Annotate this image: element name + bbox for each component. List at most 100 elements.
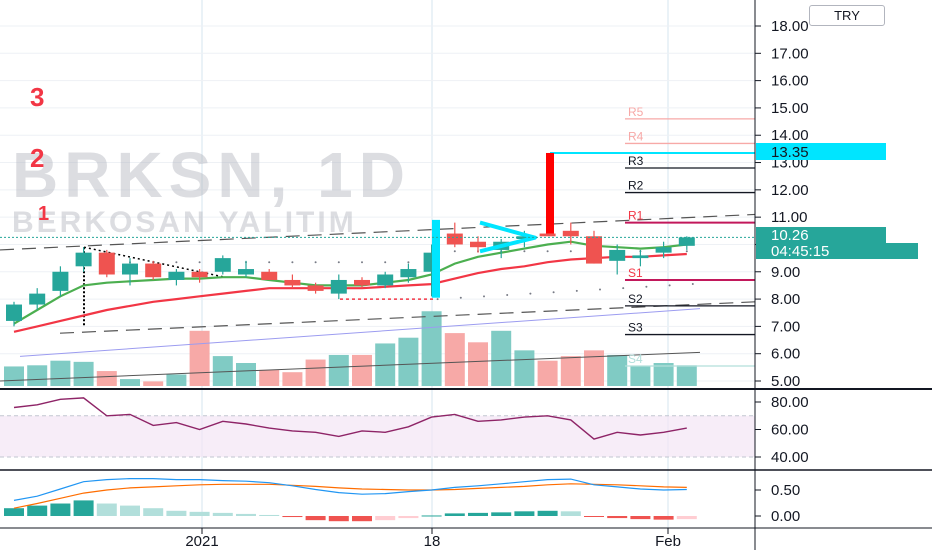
currency-button[interactable]: TRY bbox=[809, 5, 885, 26]
candle[interactable] bbox=[284, 274, 301, 289]
candle[interactable] bbox=[29, 288, 46, 310]
candle[interactable] bbox=[632, 249, 649, 267]
volume-bar bbox=[491, 330, 512, 386]
candle[interactable] bbox=[586, 230, 602, 264]
macd-histogram-bar bbox=[143, 508, 164, 516]
rsi-tick-label: 80.00 bbox=[771, 394, 809, 411]
candle-body bbox=[307, 285, 324, 291]
macd-histogram-bar bbox=[630, 516, 651, 520]
candle[interactable] bbox=[214, 255, 231, 275]
pivot-dot bbox=[506, 293, 509, 296]
wave-label-3: 3 bbox=[30, 82, 44, 112]
candle[interactable] bbox=[98, 249, 115, 278]
volume-bar bbox=[398, 337, 419, 386]
channel-upper-line bbox=[0, 213, 756, 251]
candle[interactable] bbox=[238, 260, 254, 278]
macd-histogram-bar bbox=[514, 511, 535, 516]
price-tick-label: 14.00 bbox=[771, 127, 809, 144]
candle[interactable] bbox=[75, 247, 92, 272]
price-tick-label: 16.00 bbox=[771, 73, 809, 90]
candle-body bbox=[330, 279, 347, 294]
candle-body bbox=[400, 269, 417, 278]
candle-body bbox=[354, 279, 370, 286]
pivot-dot bbox=[459, 296, 462, 299]
pivot-label-r1: R1 bbox=[628, 209, 644, 223]
candle[interactable] bbox=[122, 258, 138, 286]
volume-bar bbox=[328, 354, 349, 386]
volume-bar bbox=[189, 330, 210, 386]
pivot-dot bbox=[529, 292, 532, 295]
pivot-dot bbox=[685, 250, 688, 253]
volume-bar bbox=[421, 311, 442, 386]
candle[interactable] bbox=[307, 282, 324, 294]
candle[interactable] bbox=[609, 244, 626, 275]
symbol-watermark: BRKSN, 1D bbox=[12, 139, 411, 211]
rsi-line bbox=[13, 397, 687, 440]
macd-histogram-bar bbox=[444, 513, 465, 516]
macd-histogram-bar bbox=[305, 516, 326, 521]
countdown-label: 04:45:15 bbox=[771, 243, 829, 260]
pivot-dot bbox=[291, 261, 294, 264]
macd-histogram-bar bbox=[50, 503, 71, 516]
candle[interactable] bbox=[539, 233, 556, 237]
volume-bar bbox=[514, 350, 535, 386]
candle[interactable] bbox=[655, 241, 672, 259]
time-tick-label: 18 bbox=[424, 533, 441, 550]
candle-body bbox=[98, 252, 115, 275]
pivot-dot bbox=[198, 261, 201, 264]
candle-body bbox=[586, 236, 602, 264]
volume-bar bbox=[166, 374, 187, 386]
pivot-dot bbox=[552, 291, 555, 294]
candle[interactable] bbox=[6, 301, 22, 327]
candle-body bbox=[75, 252, 92, 267]
last-price-tag: 10.26 04:45:15 bbox=[756, 227, 918, 260]
price-tick-label: 8.00 bbox=[771, 291, 800, 308]
candle-body bbox=[168, 271, 185, 280]
candle[interactable] bbox=[145, 260, 162, 280]
pivot-dot bbox=[569, 250, 572, 253]
candle-body bbox=[609, 249, 626, 261]
candle[interactable] bbox=[168, 269, 185, 286]
price-tick-label: 15.00 bbox=[771, 100, 809, 117]
company-watermark: BERKOSAN YALITIM bbox=[12, 206, 357, 239]
volume-bar bbox=[27, 365, 48, 386]
candle[interactable] bbox=[678, 236, 695, 250]
candle[interactable] bbox=[330, 274, 347, 300]
pivot-label-r5: R5 bbox=[628, 105, 644, 119]
pivot-dot bbox=[453, 250, 456, 253]
volume-bar bbox=[282, 372, 303, 386]
candle[interactable] bbox=[191, 269, 208, 283]
candle[interactable] bbox=[377, 271, 394, 289]
ema-slow-line bbox=[13, 252, 687, 333]
rsi-band bbox=[0, 415, 755, 457]
pivot-label-r3: R3 bbox=[628, 154, 644, 168]
ema-layer bbox=[13, 240, 687, 333]
time-tick-label: 2021 bbox=[185, 533, 218, 550]
candle[interactable] bbox=[400, 263, 417, 283]
high-price-label: 13.35 bbox=[771, 144, 809, 161]
annotation-layer bbox=[0, 151, 755, 298]
candle-layer[interactable] bbox=[6, 222, 695, 327]
candle[interactable] bbox=[261, 269, 278, 280]
macd-histogram-bar bbox=[352, 516, 372, 522]
candle[interactable] bbox=[52, 266, 69, 297]
candle[interactable] bbox=[562, 222, 579, 245]
candle[interactable] bbox=[446, 222, 463, 248]
candle-body bbox=[562, 230, 579, 237]
pivot-dot bbox=[622, 287, 625, 290]
base-trendline bbox=[0, 351, 701, 382]
price-tick-label: 7.00 bbox=[771, 318, 800, 335]
volume-bar bbox=[607, 354, 628, 386]
pivot-dot bbox=[546, 250, 549, 253]
candle[interactable] bbox=[354, 277, 370, 289]
watermark: BRKSN, 1D BERKOSAN YALITIM bbox=[12, 139, 411, 239]
macd-histogram-bar bbox=[282, 516, 303, 518]
red-vertical-bar bbox=[546, 152, 554, 234]
price-tick-label: 6.00 bbox=[771, 346, 800, 363]
macd-histogram-bar bbox=[27, 505, 48, 516]
macd-histogram-bar bbox=[607, 516, 628, 519]
candle[interactable] bbox=[470, 236, 486, 253]
pivot-dot bbox=[337, 261, 340, 264]
